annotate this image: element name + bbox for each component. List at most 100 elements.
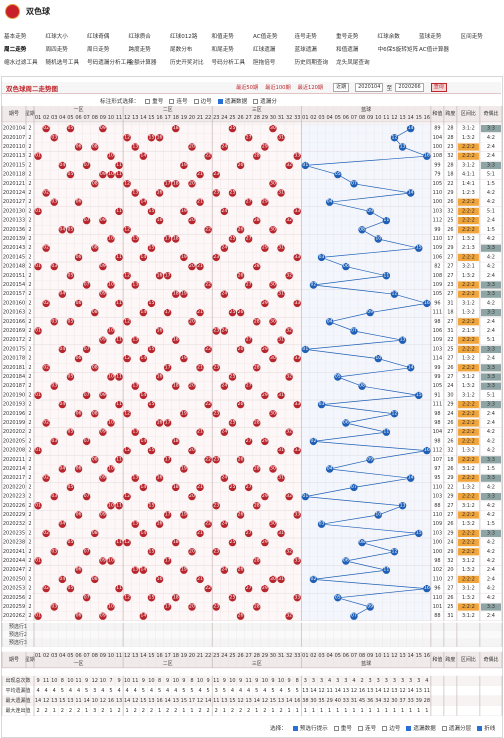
red-ball-number: 29	[262, 245, 268, 251]
from-input[interactable]: 2020104	[355, 83, 384, 92]
red-ball	[131, 336, 139, 344]
blue-ball-number: 02	[311, 438, 317, 444]
filter-link[interactable]: 最近120期	[297, 85, 324, 91]
red-ball	[196, 308, 204, 317]
checkbox[interactable]	[382, 725, 388, 731]
nav-link[interactable]: 周四走势	[45, 46, 68, 53]
checkbox[interactable]	[169, 98, 175, 104]
issue-cell: 2020184	[3, 374, 25, 380]
nav-link[interactable]: 号码分析工具	[211, 59, 246, 66]
red-ball	[163, 603, 172, 611]
zone-header: 三区	[252, 107, 262, 113]
red-ball	[91, 180, 99, 188]
red-ball	[220, 290, 229, 298]
stats-value: 1	[369, 708, 372, 714]
stats-value: 10	[173, 678, 179, 684]
filter-link[interactable]: 最近50期	[236, 85, 259, 91]
nav-link[interactable]: 和尾走势	[211, 46, 234, 53]
nav-link[interactable]: 周二走势	[4, 46, 27, 53]
footer-label: 选择：	[270, 726, 287, 732]
nav-link[interactable]: 龙头凤尾查询	[336, 59, 370, 66]
checkbox[interactable]	[292, 725, 298, 731]
week-cell: 2	[28, 264, 31, 270]
zone-highlight	[457, 226, 479, 234]
to-input[interactable]: 2020266	[395, 83, 424, 92]
nav-link[interactable]: 周日走势	[87, 46, 110, 53]
nav-link[interactable]: 金额计算器	[128, 59, 157, 66]
stats-value: 39	[416, 698, 422, 704]
nav-link[interactable]: 红球质合	[128, 33, 151, 40]
red-ball	[34, 446, 42, 455]
checkbox[interactable]	[333, 725, 339, 731]
red-ball	[163, 308, 172, 317]
red-ball	[107, 419, 115, 427]
red-ball-number: 06	[76, 567, 82, 573]
nav-link[interactable]: 区间走势	[460, 33, 483, 40]
issue-cell: 2020214	[3, 466, 25, 472]
red-ball-number: 22	[205, 456, 211, 462]
nav-link[interactable]: 连号走势	[294, 33, 317, 40]
checkbox[interactable]	[193, 98, 199, 104]
red-ball-number: 18	[173, 484, 179, 490]
nav-link[interactable]: 尾数分布	[170, 46, 193, 53]
nav-link[interactable]: 胆拖倍号	[253, 59, 276, 66]
red-ball	[172, 124, 180, 133]
red-ball-number: 09	[100, 613, 106, 619]
nav-link[interactable]: 红球余数	[377, 33, 400, 40]
red-ball-number: 27	[246, 484, 252, 490]
red-ball	[253, 419, 261, 427]
red-ball	[228, 594, 237, 602]
nav-link[interactable]: 号码遗漏分析工具	[87, 59, 132, 66]
nav-link[interactable]: 红球012路	[170, 33, 198, 40]
nav-link[interactable]: AC值走势	[253, 33, 278, 40]
stat-cell: 22	[447, 181, 453, 187]
stats-value: 5	[207, 688, 210, 694]
nav-link[interactable]: 历史开奖对比	[170, 59, 204, 66]
issue-cell: 2020256	[3, 595, 25, 601]
nav-link[interactable]: 跨度走势	[128, 46, 151, 53]
query-button[interactable]: 查询	[430, 83, 447, 92]
nav-link[interactable]: 重号走势	[336, 33, 359, 40]
red-ball	[58, 226, 67, 234]
checkbox[interactable]	[217, 98, 223, 104]
nav-link[interactable]: AC值计算器	[419, 46, 450, 53]
checkbox[interactable]	[357, 725, 363, 731]
red-ball-number: 05	[68, 272, 74, 278]
stats-value: 4	[117, 688, 120, 694]
nav-link[interactable]: 红球大小	[45, 33, 68, 40]
stat-cell: 1:5	[487, 466, 495, 472]
red-ball-number: 19	[181, 410, 187, 416]
week-cell: 2	[28, 346, 31, 352]
nav-link[interactable]: 缩水过滤工具	[4, 59, 38, 66]
nav-link[interactable]: 蓝球走势	[419, 33, 442, 40]
nav-link[interactable]: 红球奇偶	[87, 33, 110, 40]
stat-cell: 3:1:2	[462, 392, 475, 398]
checkbox[interactable]	[253, 98, 259, 104]
red-ball	[66, 272, 75, 280]
nav-link[interactable]: 红球遗漏	[253, 46, 276, 53]
nav-link[interactable]: 随机选号工具	[45, 59, 80, 66]
stat-cell: 4:2	[487, 448, 495, 454]
nav-link[interactable]: 和值遗漏	[336, 46, 359, 53]
red-ball-number: 07	[84, 346, 90, 352]
stats-value: 14	[83, 698, 89, 704]
red-ball	[163, 511, 172, 519]
red-ball	[212, 364, 220, 372]
nav-link[interactable]: 蓝球遗漏	[294, 46, 317, 53]
nav-link[interactable]: 历史同期查询	[294, 59, 329, 66]
blue-ball-number: 01	[302, 162, 308, 168]
checkbox[interactable]	[441, 725, 447, 731]
red-ball	[261, 345, 269, 354]
period-select[interactable]: 近期	[333, 83, 350, 92]
stat-cell: 108	[433, 153, 443, 159]
red-ball	[66, 584, 75, 593]
checkbox[interactable]	[145, 98, 151, 104]
nav-link[interactable]: 基本走势	[4, 33, 27, 40]
checkbox[interactable]	[406, 725, 412, 731]
checkbox[interactable]	[477, 725, 483, 731]
nav-link[interactable]: 和值走势	[211, 33, 234, 40]
nav-link[interactable]: 中6保5旋转矩阵	[377, 46, 419, 53]
red-ball-number: 05	[68, 318, 74, 324]
to-label: 至	[386, 85, 393, 92]
filter-link[interactable]: 最近100期	[265, 85, 291, 91]
